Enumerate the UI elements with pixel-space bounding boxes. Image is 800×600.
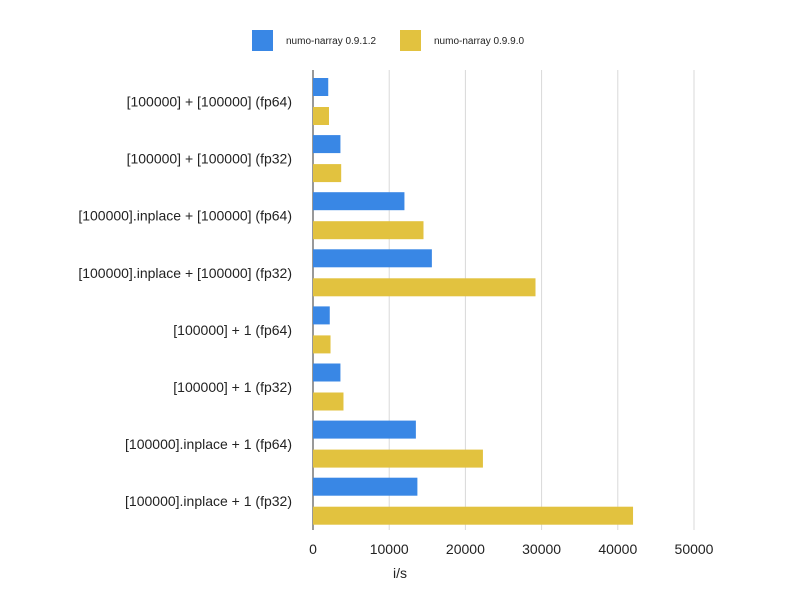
- category-label: [100000].inplace + [100000] (fp32): [78, 265, 292, 281]
- category-label: [100000] + [100000] (fp32): [127, 151, 292, 167]
- bar-series2: [313, 506, 634, 525]
- x-tick-labels: 0 10000 20000 30000 40000 50000: [309, 541, 714, 557]
- bars: [313, 78, 634, 525]
- bar-series2: [313, 107, 330, 125]
- bar-series2: [313, 164, 342, 183]
- legend-label: numo-narray 0.9.9.0: [434, 36, 524, 47]
- x-tick-label: 20000: [446, 541, 485, 557]
- x-tick-label: 10000: [370, 541, 409, 557]
- category-label: [100000] + 1 (fp64): [173, 322, 292, 338]
- bar-series2: [313, 392, 344, 411]
- bar-series1: [313, 192, 405, 211]
- legend: numo-narray 0.9.1.2 numo-narray 0.9.9.0: [252, 30, 524, 51]
- bar-series2: [313, 449, 483, 468]
- bar-series1: [313, 420, 416, 439]
- x-tick-label: 50000: [675, 541, 714, 557]
- bar-series2: [313, 335, 331, 354]
- bar-series1: [313, 363, 341, 382]
- category-label: [100000].inplace + 1 (fp64): [125, 436, 292, 452]
- category-label: [100000].inplace + [100000] (fp64): [78, 208, 292, 224]
- bar-series2: [313, 221, 424, 240]
- category-labels: [100000] + [100000] (fp64) [100000] + [10…: [78, 94, 292, 510]
- bar-series1: [313, 306, 330, 325]
- x-tick-label: 30000: [522, 541, 561, 557]
- x-tick-label: 0: [309, 541, 317, 557]
- legend-swatch: [252, 30, 273, 51]
- legend-swatch: [400, 30, 421, 51]
- bar-series1: [313, 135, 341, 154]
- legend-label: numo-narray 0.9.1.2: [286, 36, 376, 47]
- bar-series2: [313, 278, 536, 297]
- bar-series1: [313, 249, 432, 268]
- x-axis-title: i/s: [393, 565, 407, 581]
- bar-series1: [313, 78, 329, 96]
- category-label: [100000] + 1 (fp32): [173, 379, 292, 395]
- x-tick-label: 40000: [598, 541, 637, 557]
- category-label: [100000] + [100000] (fp64): [127, 94, 292, 110]
- bar-series1: [313, 477, 418, 496]
- category-label: [100000].inplace + 1 (fp32): [125, 493, 292, 509]
